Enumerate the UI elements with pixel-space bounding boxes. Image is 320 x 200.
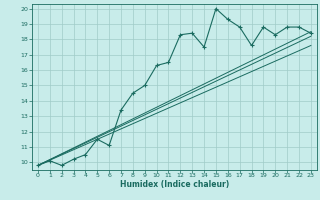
X-axis label: Humidex (Indice chaleur): Humidex (Indice chaleur): [120, 180, 229, 189]
